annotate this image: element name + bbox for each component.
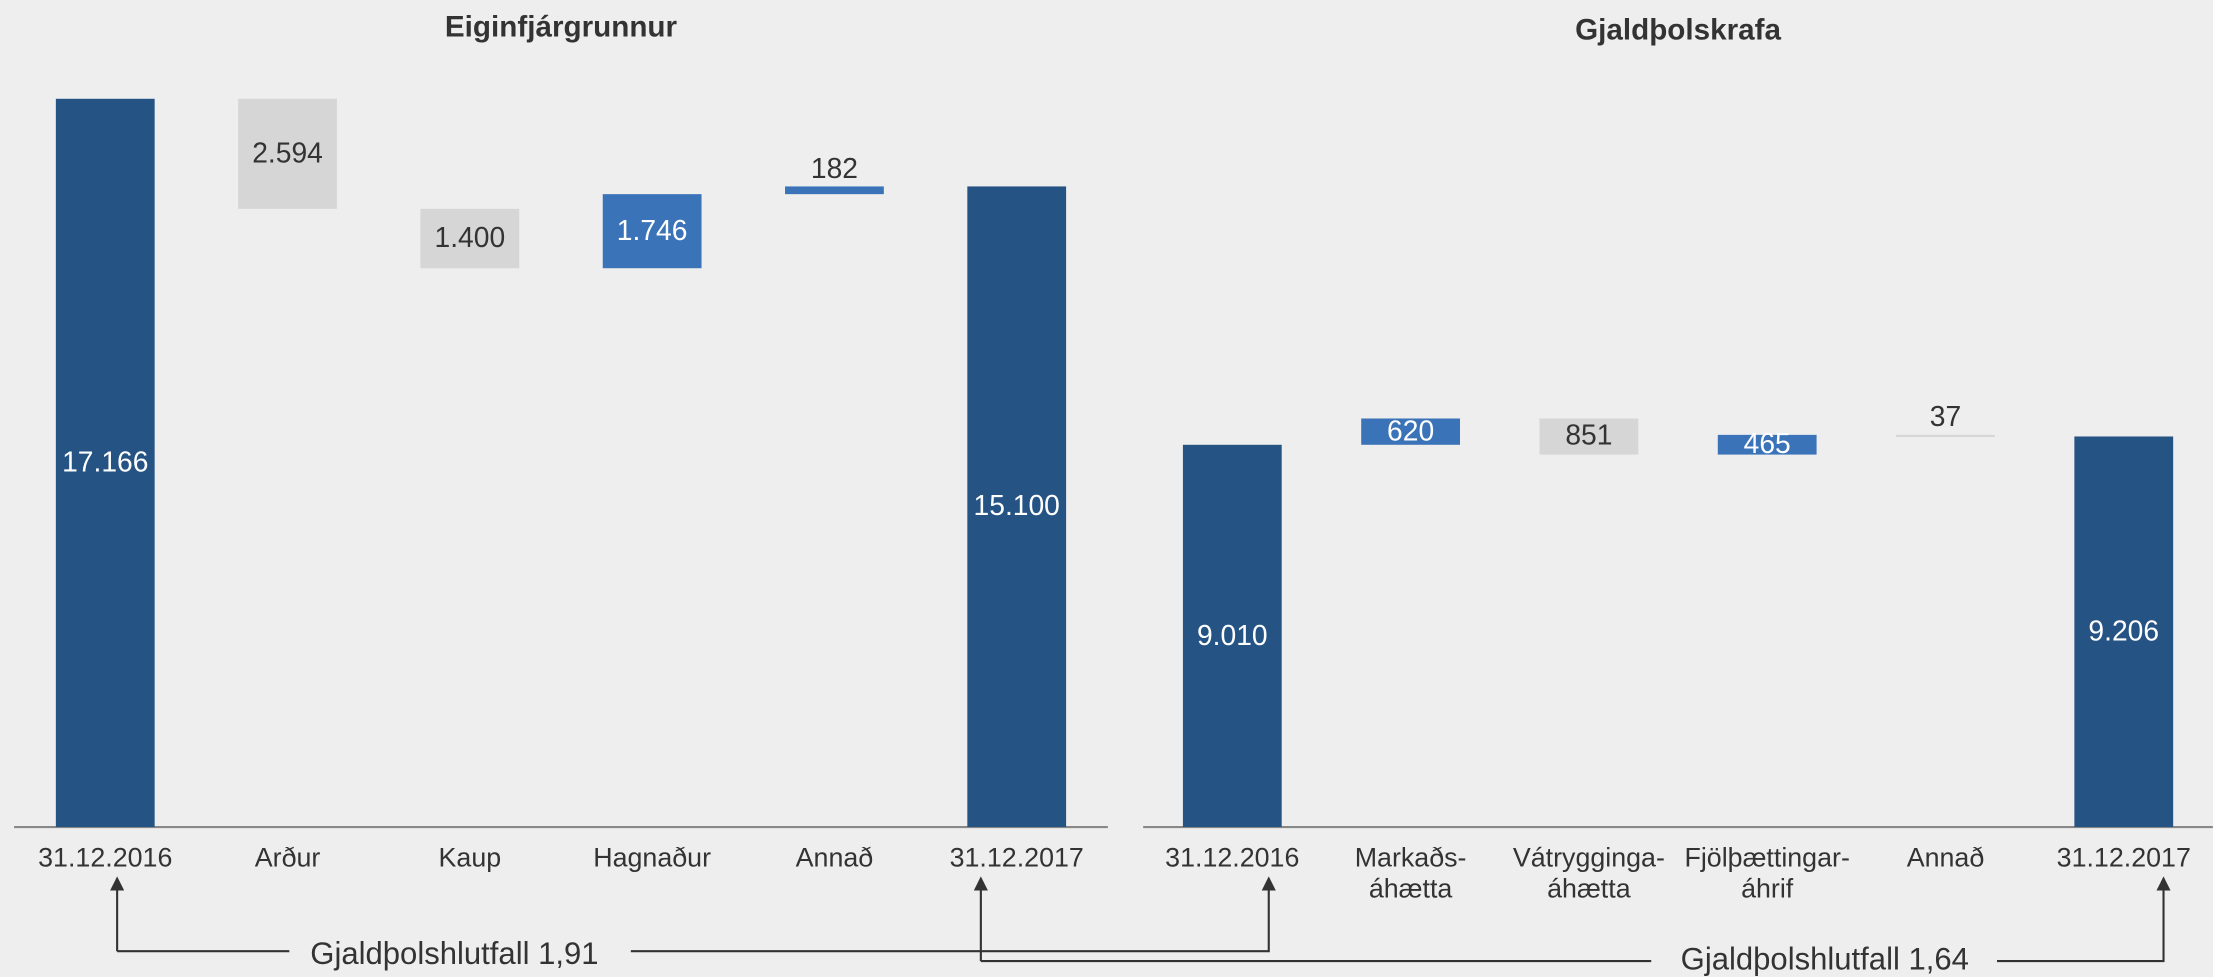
bar [2074, 436, 2174, 828]
bar [1182, 444, 1282, 828]
x-tick-label: Markaðs- áhætta [1354, 843, 1467, 905]
x-tick-label: Kaup [438, 843, 502, 874]
value-label: 17.166 [62, 447, 149, 479]
annotation: Gjaldþolshlutfall 1,91 [310, 935, 599, 971]
arrow [630, 876, 1276, 953]
value-label: 15.100 [973, 491, 1060, 523]
x-tick-label: 31.12.2016 [38, 843, 173, 874]
annotation-arrows [110, 876, 2171, 963]
value-label: 9.206 [2088, 616, 2160, 648]
value-label: 620 [1387, 416, 1435, 448]
arrow [1996, 876, 2171, 963]
x-tick-label: Arður [254, 843, 321, 874]
x-tick-label: 31.12.2017 [949, 843, 1084, 874]
value-label: 465 [1743, 429, 1791, 461]
value-label: 851 [1565, 421, 1613, 453]
value-label: 37 [1929, 402, 1962, 434]
x-tick-label: 31.12.2016 [1165, 843, 1300, 874]
bar [1539, 418, 1639, 455]
bar [1896, 434, 1995, 437]
x-tick-label: 31.12.2017 [2056, 843, 2191, 874]
x-tick-label: Hagnaður [593, 843, 712, 874]
bar [420, 208, 520, 269]
bar [1361, 418, 1460, 445]
bar [1717, 434, 1817, 455]
value-label: 1.746 [616, 215, 688, 247]
value-label: 2.594 [252, 138, 323, 170]
x-tick-label: Fjölþættingar- áhrif [1684, 843, 1850, 905]
bar [967, 186, 1067, 828]
x-tick-label: Annað [795, 843, 874, 874]
bar [238, 98, 337, 209]
bar [55, 98, 155, 828]
chart-title: Eiginfjárgrunnur [444, 11, 678, 44]
annotation: Gjaldþolshlutfall 1,64 [1680, 941, 1969, 977]
value-label: 9.010 [1196, 620, 1268, 652]
x-tick-label: Annað [1906, 843, 1985, 874]
chart-title: Gjaldþolskrafa [1575, 14, 1781, 47]
x-tick-label: Vátrygginga- áhætta [1512, 843, 1665, 905]
bar [785, 186, 884, 195]
bar [602, 194, 702, 269]
value-label: 1.400 [434, 223, 506, 255]
value-label: 182 [810, 153, 858, 186]
